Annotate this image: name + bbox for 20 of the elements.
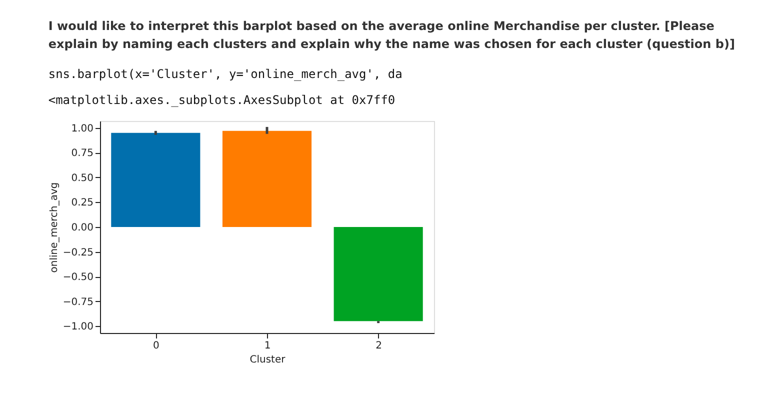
y-tick-label: −0.50	[62, 272, 94, 284]
bar	[334, 227, 423, 322]
chart-title: I would like to interpret this barplot based on the average online Merchandise per cluster. [Please explain by naming each clusters and explain why the name was chosen for each cluster (question b)]	[48, 19, 735, 51]
text: <matplotlib.axes._subplots.AxesSubplot at 0x7ff0	[48, 93, 396, 107]
y-tick-label: 1.00	[71, 123, 94, 134]
y-tick-label: 0.00	[71, 222, 94, 234]
y-axis-title: online_merch_avg	[48, 182, 60, 273]
x-tick-label: 2	[376, 340, 382, 352]
x-axis-title: Cluster	[250, 354, 286, 366]
y-tick-label: 0.50	[71, 172, 94, 184]
text: sns.barplot(x='Cluster', y='online_merch_avg', da	[48, 67, 402, 81]
y-tick-label: −1.00	[62, 322, 94, 333]
y-tick-label: 0.25	[71, 198, 94, 209]
bar	[222, 130, 312, 227]
bar	[111, 132, 200, 227]
y-tick-label: −0.75	[62, 296, 94, 308]
x-tick-label: 0	[152, 340, 160, 352]
x-tick-label: 1	[264, 340, 271, 352]
y-tick-label: 0.75	[71, 148, 94, 160]
y-tick-label: −0.25	[62, 247, 94, 258]
